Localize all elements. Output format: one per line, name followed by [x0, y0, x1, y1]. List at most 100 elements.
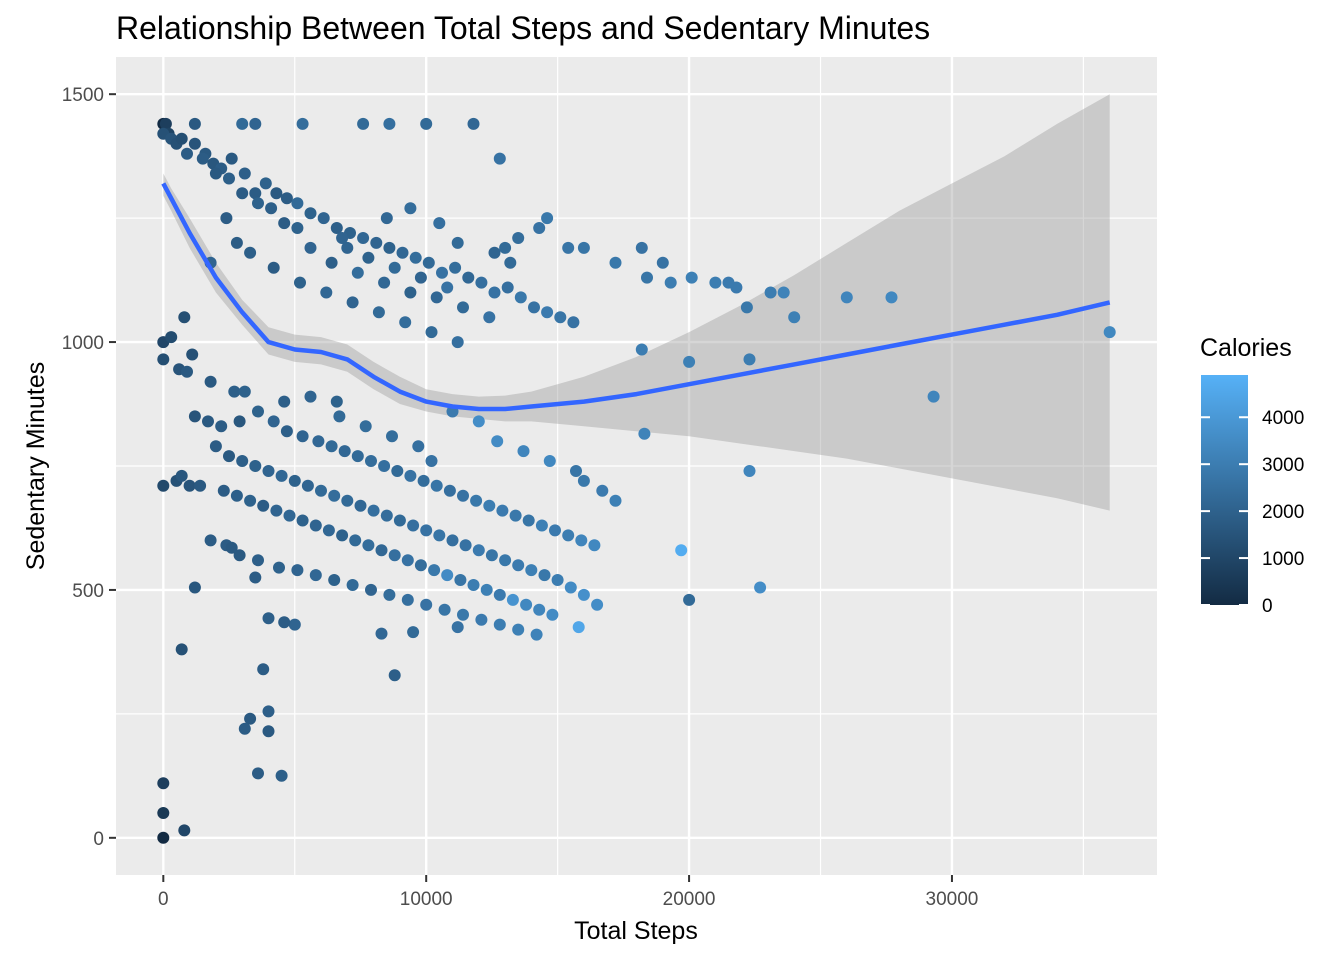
data-point	[280, 425, 293, 438]
data-point	[683, 593, 696, 606]
data-point	[483, 499, 496, 512]
data-point	[178, 824, 191, 837]
data-point	[457, 489, 469, 502]
data-point	[396, 246, 409, 259]
data-point	[499, 554, 512, 567]
data-point	[238, 722, 251, 735]
data-point	[186, 348, 199, 361]
data-point	[504, 256, 517, 269]
data-point	[328, 489, 341, 502]
data-point	[296, 514, 309, 527]
x-axis-title: Total Steps	[574, 917, 698, 945]
data-point	[570, 465, 582, 477]
data-point	[541, 306, 554, 319]
data-point	[388, 261, 401, 274]
data-point	[528, 301, 540, 314]
data-point	[315, 484, 327, 497]
data-point	[244, 712, 257, 725]
data-point	[259, 177, 272, 190]
legend-tick-label: 0	[1262, 596, 1273, 617]
legend-colorbar	[1201, 375, 1248, 605]
data-point	[383, 588, 396, 601]
data-point	[196, 152, 209, 165]
data-point	[301, 479, 314, 492]
data-point	[433, 529, 446, 542]
data-point	[404, 202, 417, 215]
data-point	[380, 509, 393, 522]
data-point	[467, 117, 480, 130]
data-point	[270, 504, 283, 517]
data-point	[577, 474, 590, 487]
data-point	[472, 415, 485, 428]
data-point	[438, 603, 451, 616]
data-point	[188, 410, 201, 423]
data-point	[217, 484, 230, 497]
data-point	[480, 583, 493, 596]
data-point	[215, 420, 228, 433]
data-point	[320, 286, 333, 299]
data-point	[927, 390, 940, 403]
data-point	[509, 509, 522, 522]
data-point	[470, 494, 483, 507]
data-point	[202, 415, 214, 428]
data-point	[181, 365, 193, 378]
y-tick-label: 1000	[62, 333, 104, 354]
data-point	[522, 514, 535, 527]
data-point	[262, 705, 275, 718]
data-point	[244, 246, 257, 259]
data-point	[383, 241, 396, 254]
x-axis: 0 10000 20000 30000	[158, 875, 978, 910]
data-point	[412, 440, 425, 453]
data-point	[414, 559, 427, 572]
data-point	[233, 415, 246, 428]
data-point	[338, 445, 351, 458]
data-point	[538, 569, 551, 582]
legend-tick-label: 1000	[1262, 549, 1304, 570]
data-point	[270, 187, 283, 200]
data-point	[383, 117, 396, 130]
data-point	[475, 276, 488, 289]
data-point	[257, 499, 270, 512]
data-point	[459, 539, 472, 552]
data-point	[267, 415, 280, 428]
data-point	[541, 212, 554, 225]
data-point	[493, 152, 506, 165]
data-point	[252, 405, 264, 418]
data-point	[204, 375, 217, 388]
data-point	[683, 355, 696, 368]
data-point	[591, 598, 604, 611]
data-point	[441, 281, 454, 294]
data-point	[380, 212, 393, 225]
data-point	[451, 336, 464, 349]
data-point	[388, 669, 401, 682]
data-point	[562, 529, 575, 542]
data-point	[238, 385, 251, 398]
data-point	[512, 559, 525, 572]
data-point	[512, 623, 525, 636]
data-point	[362, 539, 375, 552]
data-point	[194, 479, 207, 492]
data-point	[325, 440, 338, 453]
data-point	[359, 420, 372, 433]
data-point	[157, 479, 170, 492]
data-point	[349, 534, 362, 547]
data-point	[596, 484, 609, 497]
data-point	[230, 236, 243, 249]
data-point	[278, 395, 291, 408]
data-point	[228, 385, 241, 398]
legend-tick-label: 4000	[1262, 408, 1304, 429]
y-tick-label: 500	[72, 581, 104, 602]
data-point	[685, 271, 698, 284]
data-point	[309, 519, 322, 532]
x-tick-label: 10000	[400, 889, 453, 910]
data-point	[501, 281, 514, 294]
data-point	[357, 117, 370, 130]
data-point	[375, 627, 388, 640]
data-point	[378, 276, 391, 289]
data-point	[252, 197, 264, 210]
data-point	[514, 291, 527, 304]
data-point	[325, 256, 338, 269]
data-point	[506, 593, 519, 606]
data-point	[370, 236, 383, 249]
